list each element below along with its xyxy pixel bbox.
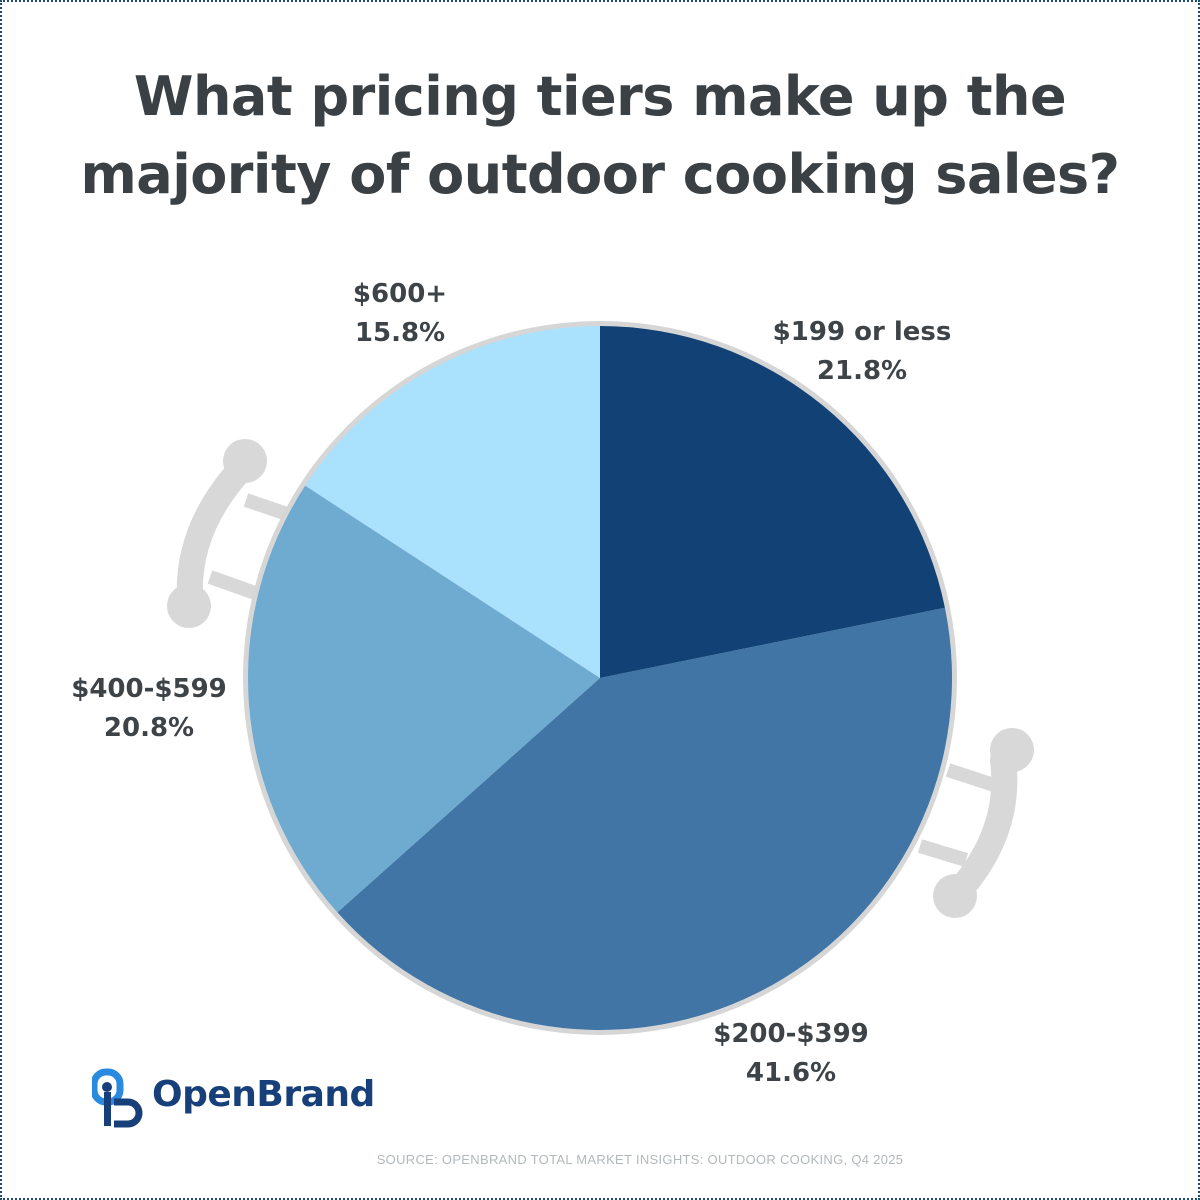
slice-value-label-0: 21.8% — [817, 356, 907, 386]
chart-title: What pricing tiers make up the majority … — [80, 65, 1120, 206]
left-grill-handle-icon — [167, 439, 293, 628]
slice-value-label-2: 20.8% — [104, 713, 194, 743]
pie-slice-2 — [248, 485, 600, 913]
slice-value-label-3: 15.8% — [355, 318, 445, 348]
openbrand-logo-icon — [90, 1068, 143, 1128]
slice-label-2: $400-$599 — [71, 674, 227, 704]
pie-slice-1 — [337, 607, 953, 1030]
pie-slice-3 — [305, 326, 600, 678]
slice-label-1: $200-$399 — [713, 1019, 869, 1049]
brand-name: OpenBrand — [152, 1074, 375, 1115]
slice-value-label-1: 41.6% — [746, 1058, 836, 1088]
pie-slice-0 — [600, 326, 945, 678]
brand-logo: OpenBrand — [90, 1068, 392, 1132]
source-note: SOURCE: OPENBRAND TOTAL MARKET INSIGHTS:… — [376, 1152, 904, 1167]
slice-label-0: $199 or less — [773, 317, 952, 347]
right-grill-handle-icon — [917, 728, 1034, 918]
slice-label-3: $600+ — [353, 279, 447, 309]
